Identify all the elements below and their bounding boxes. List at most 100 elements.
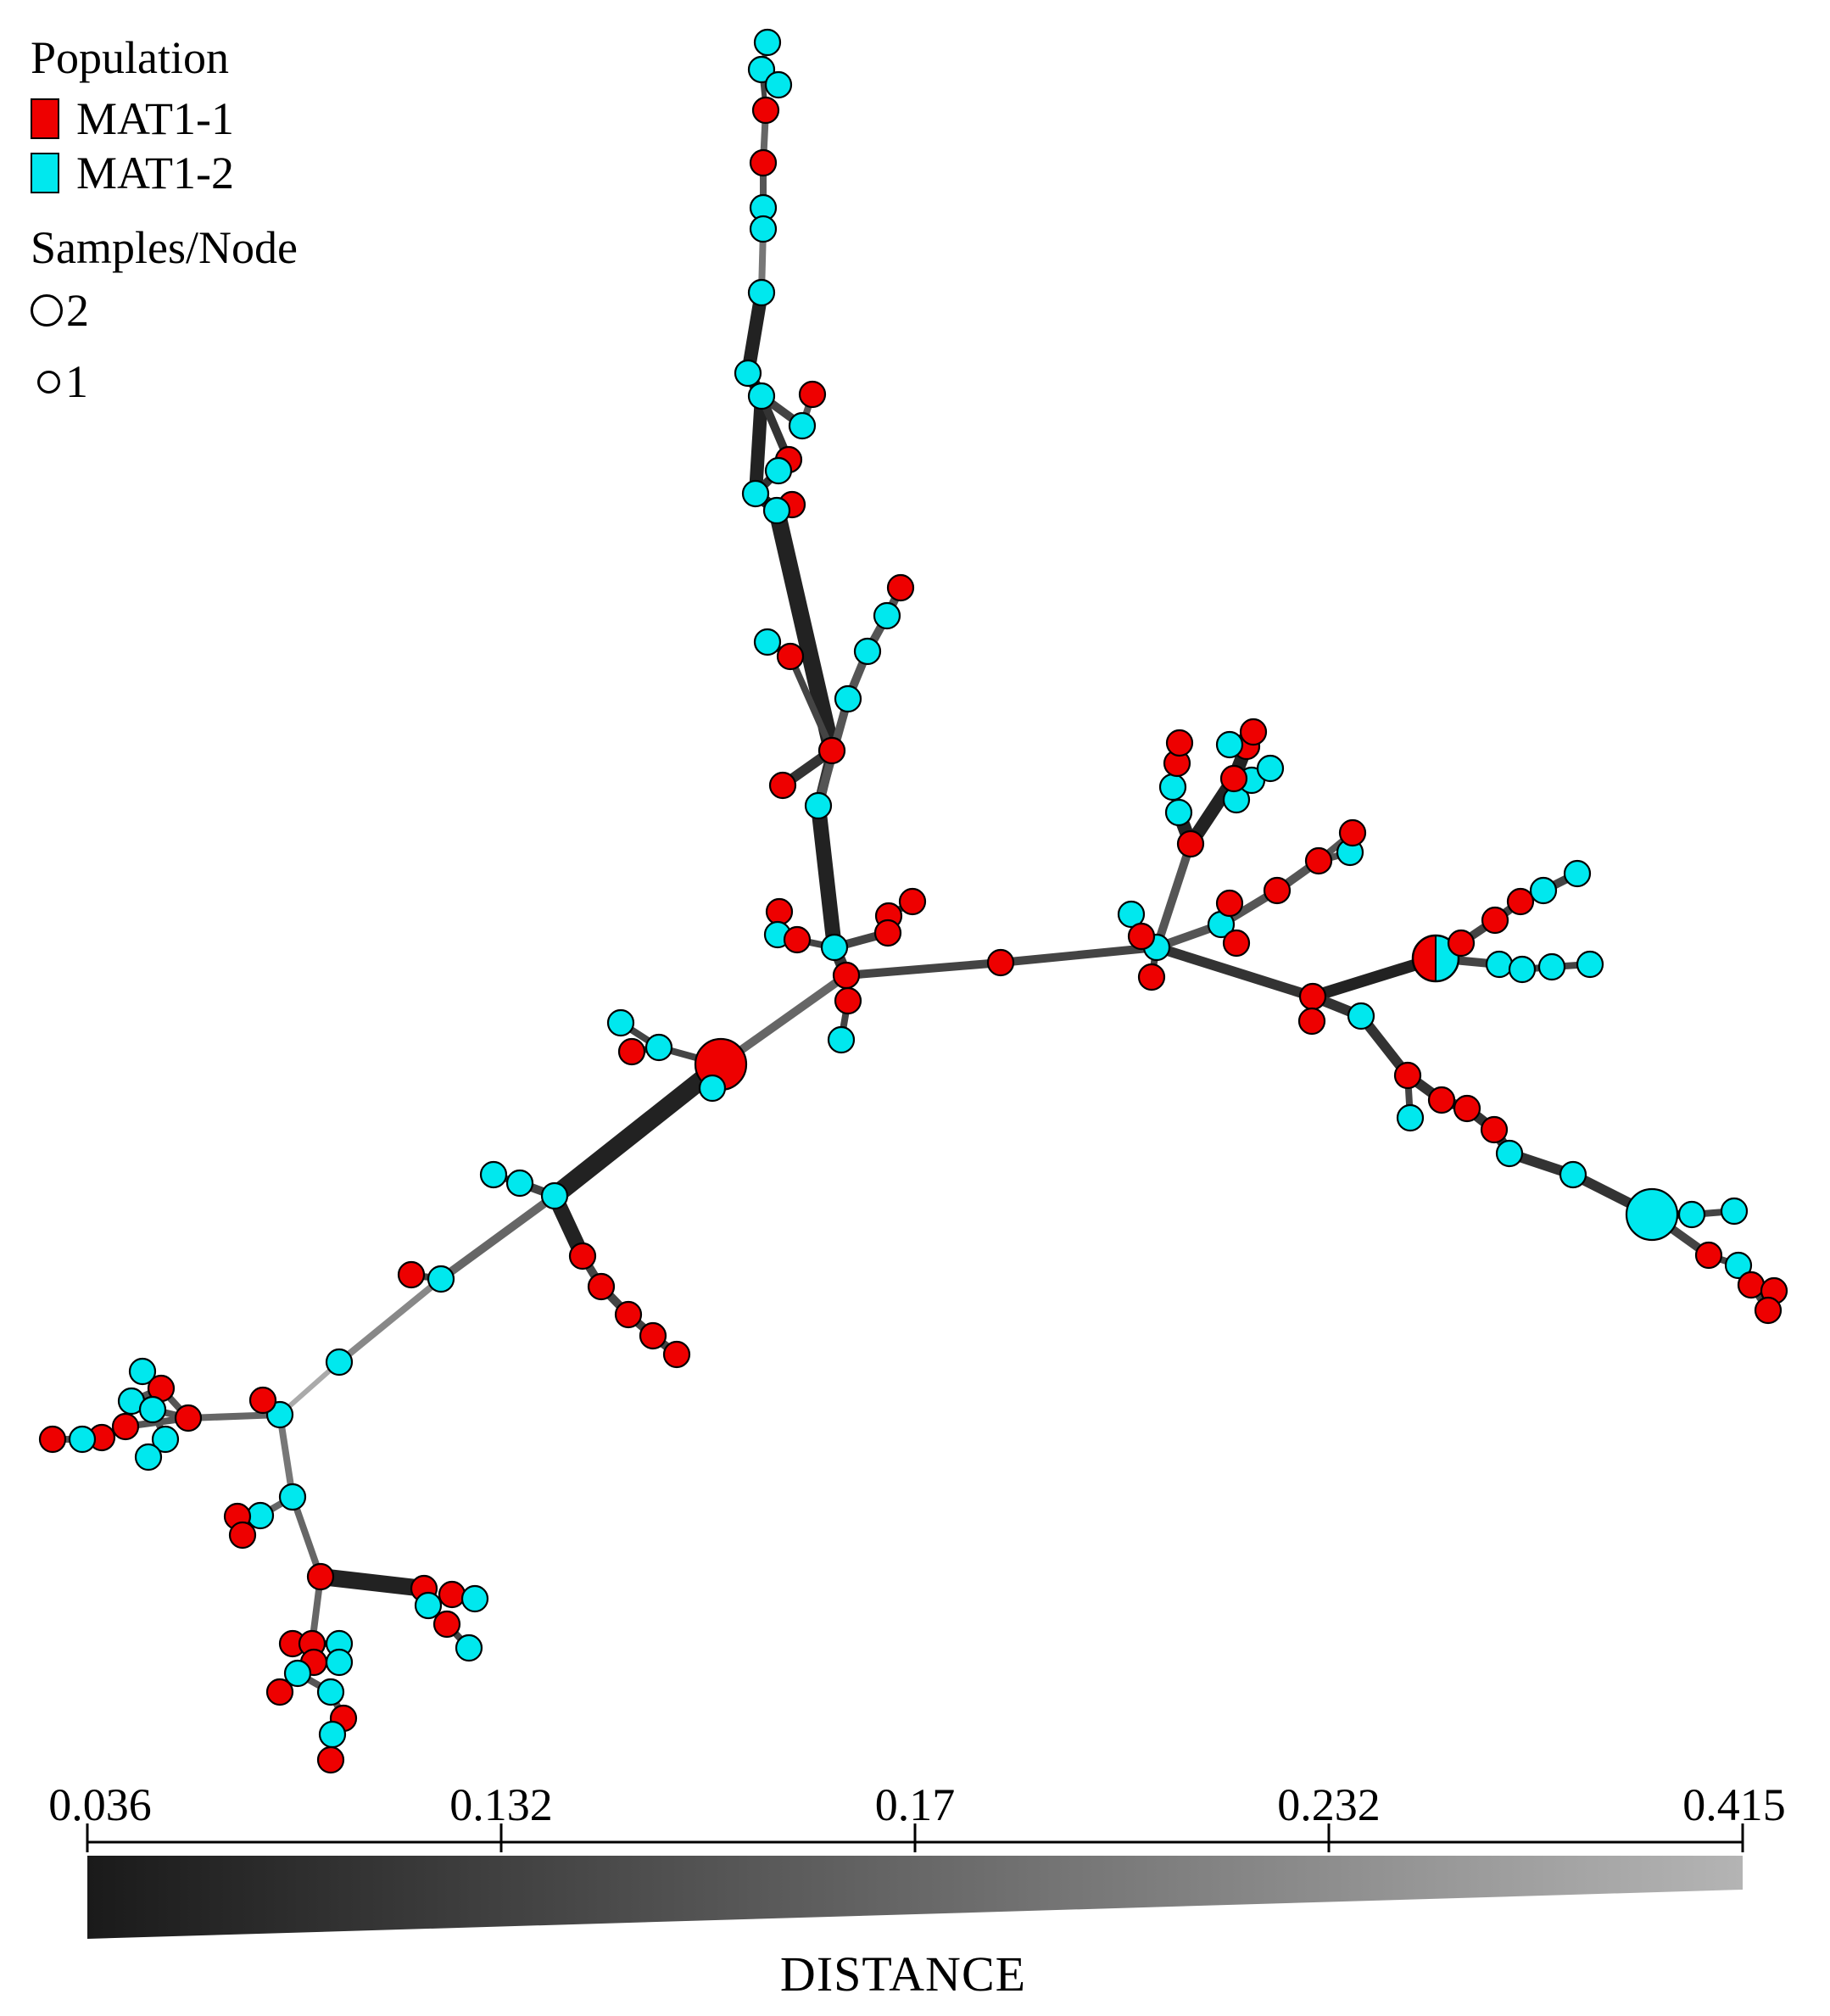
network-node-mat1-2 — [316, 1678, 345, 1706]
network-node-mat1-2 — [804, 791, 833, 820]
network-node-mat1-1 — [265, 1678, 294, 1706]
network-node-mat1-2 — [820, 933, 849, 962]
network-node-mat1-1 — [1338, 818, 1367, 847]
network-node-mat1-2 — [1485, 950, 1514, 979]
legend-size-ring-large — [31, 294, 63, 327]
network-edge — [336, 1276, 444, 1365]
network-node-mat1-1 — [306, 1562, 335, 1591]
network-edge — [842, 958, 1005, 980]
network-edge — [1152, 942, 1318, 1002]
network-node-mat1-2 — [138, 1395, 167, 1424]
network-node-mat1-2 — [788, 411, 817, 440]
network-edge — [545, 1055, 730, 1205]
network-node-mat1-2 — [853, 637, 882, 666]
network-node-mat1-1 — [662, 1340, 691, 1369]
legend-item-mat1-1: MAT1-1 — [31, 93, 234, 144]
network-node-mat1-2 — [834, 684, 862, 713]
network-node-mat1-1 — [228, 1521, 257, 1550]
network-node-mat1-1 — [873, 919, 902, 947]
network-edge — [787, 653, 835, 754]
network-node-mat1-1 — [1263, 876, 1292, 905]
network-node-mat1-2 — [1495, 1139, 1524, 1168]
network-node-mat1-1 — [1137, 963, 1166, 991]
network-node-mat1-2 — [1625, 1187, 1679, 1242]
network-node-mat1-1 — [111, 1412, 140, 1441]
distance-scale — [86, 1823, 1744, 1939]
network-node-mat1-2 — [325, 1348, 354, 1377]
network-node-mat1-2 — [540, 1181, 569, 1210]
network-node-mat1-1 — [1393, 1061, 1422, 1090]
network-edge — [768, 502, 840, 759]
network-node-mat1-1 — [886, 573, 915, 602]
network-node-mat1-1 — [1694, 1241, 1723, 1270]
network-node-mat1-2 — [427, 1265, 455, 1293]
distance-scale-title: DISTANCE — [779, 1946, 1027, 2002]
network-node-mat1-2 — [749, 215, 778, 243]
network-node-mat1-2 — [827, 1025, 856, 1054]
network-node-mat1-1 — [174, 1404, 203, 1432]
network-node-mat1-2 — [278, 1483, 307, 1511]
network-node-mat1-1 — [1219, 764, 1248, 793]
legend-size-title: Samples/Node — [31, 222, 298, 273]
legend-size-ring-small — [37, 370, 60, 394]
network-node-mat1-1 — [783, 925, 812, 954]
network-edge — [185, 1411, 283, 1421]
legend-label-mat1-2: MAT1-2 — [76, 148, 234, 198]
legend-population-title: Population — [31, 32, 230, 83]
network-node-mat1-2 — [1537, 952, 1566, 981]
network-node-mat1-1 — [1222, 929, 1251, 958]
network-node-mat1-2 — [318, 1720, 347, 1749]
network-node-mat1-2 — [1559, 1160, 1587, 1189]
network-node-mat1-1 — [1127, 922, 1156, 951]
network-node-mat1-2 — [644, 1033, 673, 1062]
network-node-mat1-2 — [698, 1074, 727, 1103]
distance-gradient-wedge — [87, 1856, 1743, 1939]
network-node-mat1-2 — [1529, 876, 1558, 905]
network-node-mat1-2 — [68, 1425, 97, 1454]
network-node-mat1-1 — [432, 1610, 461, 1639]
network-node-mat1-1 — [765, 897, 794, 926]
network-node-mat1-2 — [734, 359, 762, 388]
network-node-mat1-1 — [614, 1300, 643, 1329]
legend-label-mat1-1: MAT1-1 — [76, 93, 234, 144]
network-node-mat1-1 — [832, 961, 861, 990]
network-node-mat1-2 — [1117, 900, 1146, 929]
network-node-mat1-1 — [639, 1321, 667, 1350]
distance-tick-label: 0.415 — [1682, 1779, 1786, 1830]
network-node-mat1-2 — [741, 479, 770, 508]
network-edge — [289, 1494, 324, 1580]
legend-size-label-2: 2 — [66, 285, 89, 336]
network-node-mat1-2 — [1576, 950, 1604, 979]
network-node-mat1-1 — [751, 96, 780, 125]
network-edge — [437, 1192, 559, 1283]
network-node-mat1-1 — [986, 948, 1015, 977]
network-node-mat1-1 — [1165, 729, 1194, 757]
network-edge — [1152, 840, 1195, 952]
network-node-mat1-2 — [1347, 1002, 1375, 1030]
network-node-mat1-2 — [479, 1160, 508, 1189]
network-node-mat1-2 — [455, 1633, 483, 1662]
network-node-mat1-1 — [397, 1260, 426, 1289]
legend-size-1: 1 — [37, 356, 88, 407]
network-edge — [996, 943, 1161, 967]
network-node-mat1-1 — [1506, 887, 1535, 916]
network-edge — [312, 1568, 432, 1597]
network-node-mat1-2 — [764, 70, 793, 99]
network-node-mat1-1 — [1737, 1270, 1766, 1299]
network-node-mat1-1 — [568, 1242, 597, 1270]
network-node-mat1-2 — [1164, 798, 1193, 827]
network-node-mat1-1 — [817, 736, 846, 765]
network-node-mat1-2 — [747, 278, 776, 307]
network-node-mat1-1 — [1754, 1296, 1783, 1325]
network-node-mat1-2 — [753, 628, 782, 656]
network-nodes — [38, 28, 1788, 1774]
legend-item-mat1-2: MAT1-2 — [31, 148, 234, 198]
network-node-mat1-1 — [834, 986, 862, 1015]
legend-swatch-mat1-2 — [31, 153, 59, 193]
network-node-mat1-2 — [1563, 859, 1592, 888]
network-node-mat1-2 — [1256, 754, 1285, 783]
network-node-mat1-2 — [606, 1008, 635, 1037]
network-node-mat1-1 — [1453, 1094, 1481, 1123]
network-node-mat1-2 — [762, 496, 791, 525]
